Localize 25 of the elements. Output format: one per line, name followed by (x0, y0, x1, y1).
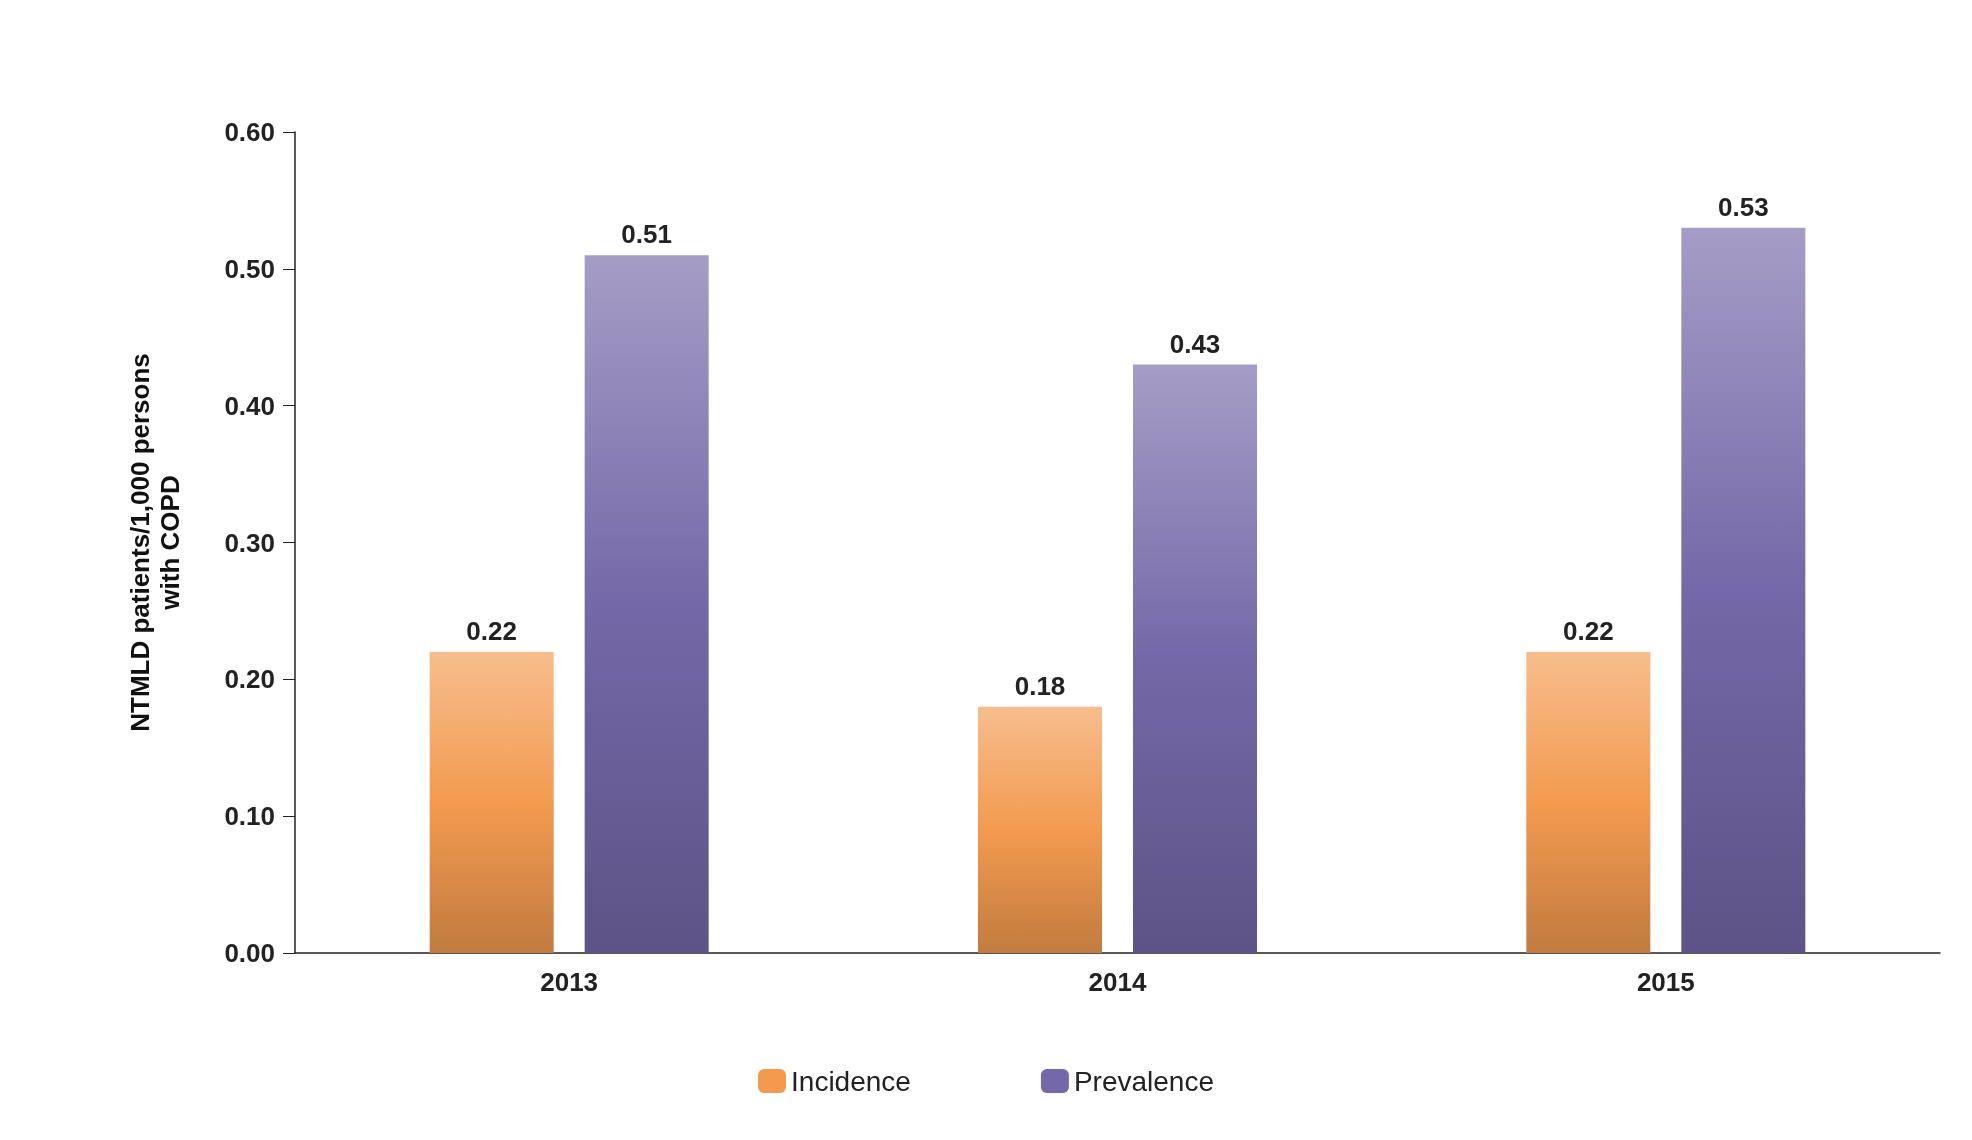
y-tick-label: 0.60 (224, 117, 275, 147)
x-tick-label: 2014 (1088, 967, 1147, 997)
bar (1681, 227, 1806, 953)
legend-label: Prevalence (1073, 1065, 1214, 1097)
bar (1526, 651, 1651, 953)
data-label: 0.22 (466, 615, 517, 646)
legend-label: Incidence (791, 1065, 911, 1097)
bar (1133, 364, 1257, 953)
bar (584, 255, 709, 953)
y-tick-label: 0.40 (224, 390, 275, 421)
bar (978, 706, 1102, 953)
y-tick-label: 0.50 (224, 253, 275, 284)
y-tick-label: 0.10 (224, 801, 275, 832)
x-tick-label: 2013 (540, 967, 599, 997)
y-axis-title: NTMLD patients/1,000 persons with COPD (125, 353, 185, 732)
x-tick-label: 2015 (1636, 967, 1695, 997)
bar (429, 651, 554, 953)
data-label: 0.53 (1718, 191, 1769, 222)
y-tick-label: 0.00 (224, 938, 275, 968)
data-label: 0.43 (1169, 328, 1221, 359)
data-label: 0.22 (1563, 615, 1614, 646)
y-tick-label: 0.20 (224, 664, 275, 695)
data-label: 0.51 (621, 219, 672, 250)
y-tick-label: 0.30 (224, 527, 275, 558)
data-label: 0.18 (1014, 670, 1066, 701)
